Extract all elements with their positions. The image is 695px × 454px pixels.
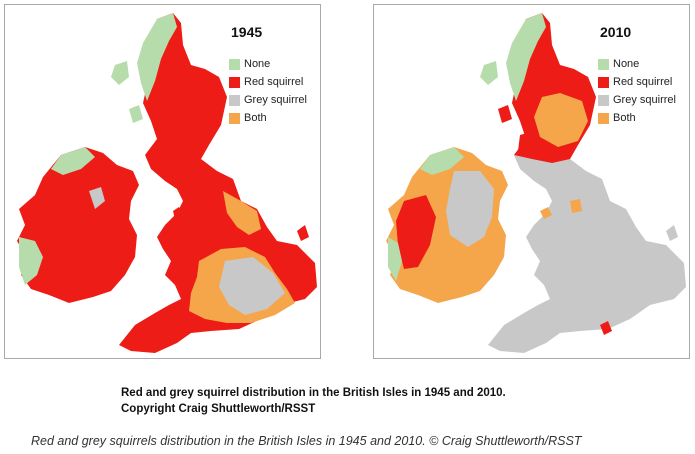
map-2010 <box>386 13 686 353</box>
legend-swatch <box>598 76 609 88</box>
ireland-grey-area <box>446 171 494 247</box>
map-panel-1945: 1945 None Red squirrel Grey squirrel Bot… <box>4 4 321 359</box>
legend-item: None <box>229 55 307 73</box>
island-shape <box>498 105 512 123</box>
ireland-red-area <box>396 195 436 269</box>
gb-both-patch <box>570 199 582 213</box>
legend-label: None <box>613 58 640 70</box>
gb-none-area <box>506 13 546 101</box>
gb-red-patch-iow <box>600 321 612 335</box>
ireland-none-west <box>19 237 43 285</box>
legend-swatch <box>598 94 609 106</box>
map-legend: None Red squirrel Grey squirrel Both <box>598 55 676 127</box>
legend-label: Both <box>613 112 636 124</box>
figure-caption-copyright: Copyright Craig Shuttleworth/RSST <box>121 403 316 415</box>
gb-both-area-north <box>223 191 261 235</box>
gb-both-area <box>534 93 588 147</box>
legend-item: Red squirrel <box>229 73 307 91</box>
legend-swatch <box>229 58 240 70</box>
legend-item: Grey squirrel <box>598 91 676 109</box>
legend-label: Red squirrel <box>613 76 673 88</box>
gb-grey-area <box>219 257 285 315</box>
ireland-none-north <box>420 147 464 175</box>
great-britain-shape <box>119 13 317 353</box>
legend-label: Red squirrel <box>244 76 304 88</box>
legend-item: Both <box>229 109 307 127</box>
legend-swatch <box>229 94 240 106</box>
island-shape <box>666 225 678 241</box>
legend-label: None <box>244 58 271 70</box>
island-shape <box>111 61 129 85</box>
map-1945 <box>17 13 317 353</box>
ireland-shape <box>386 147 508 303</box>
gb-red-patch <box>518 131 542 157</box>
legend-label: Both <box>244 112 267 124</box>
figure-caption-title: Red and grey squirrel distribution in th… <box>121 387 506 399</box>
island-shape <box>480 61 498 85</box>
map-legend: None Red squirrel Grey squirrel Both <box>229 55 307 127</box>
gb-none-area <box>137 13 177 101</box>
legend-swatch <box>229 76 240 88</box>
legend-label: Grey squirrel <box>613 94 676 106</box>
island-shape <box>173 207 183 219</box>
ireland-red-area <box>17 147 139 303</box>
great-britain-shape <box>488 13 686 353</box>
legend-swatch <box>598 58 609 70</box>
map-panel-2010: 2010 None Red squirrel Grey squirrel Bot… <box>373 4 690 359</box>
island-shape <box>129 105 143 123</box>
legend-label: Grey squirrel <box>244 94 307 106</box>
image-caption: Red and grey squirrels distribution in t… <box>31 434 582 448</box>
figure-caption: Red and grey squirrel distribution in th… <box>121 385 506 417</box>
island-shape <box>540 207 552 219</box>
legend-item: Red squirrel <box>598 73 676 91</box>
map-year-label: 2010 <box>600 24 632 40</box>
ireland-none-west <box>388 237 402 281</box>
legend-item: Grey squirrel <box>229 91 307 109</box>
legend-item: None <box>598 55 676 73</box>
ireland-grey-patch <box>89 187 105 209</box>
ireland-none-north <box>51 147 95 175</box>
legend-swatch <box>598 112 609 124</box>
island-shape <box>297 225 309 241</box>
map-year-label: 1945 <box>231 24 263 40</box>
legend-item: Both <box>598 109 676 127</box>
legend-swatch <box>229 112 240 124</box>
ireland-shape <box>17 147 139 303</box>
